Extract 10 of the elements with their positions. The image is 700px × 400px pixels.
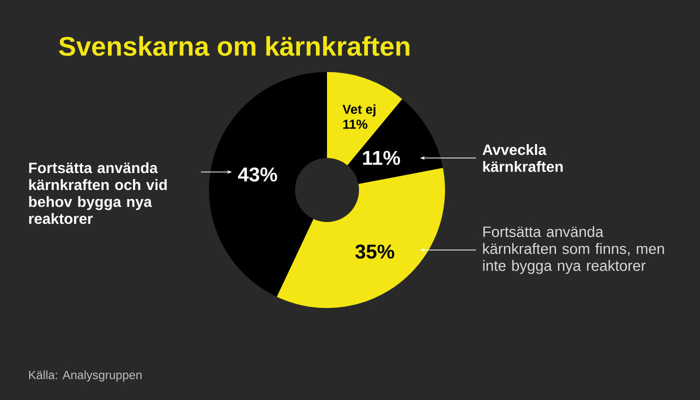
text: Källa: Analysgruppen xyxy=(29,370,142,382)
data-label: 11% xyxy=(363,150,400,165)
data-label: 43% xyxy=(238,167,278,182)
slice-label: Fortsätta använda kärnkraften och vid behov bygga nya reaktorer xyxy=(29,162,167,224)
slice-label: Avveckla kärnkraften xyxy=(482,144,563,172)
data-label: 35% xyxy=(355,244,394,259)
data-label: 11% xyxy=(343,120,368,129)
slice-label: Fortsätta använda kärnkraften som finns, men inte bygga nya reaktorer xyxy=(483,226,664,274)
slice-label: Vet ej xyxy=(342,104,376,116)
chart-title: Svenskarna om kärnkraften xyxy=(58,36,410,56)
